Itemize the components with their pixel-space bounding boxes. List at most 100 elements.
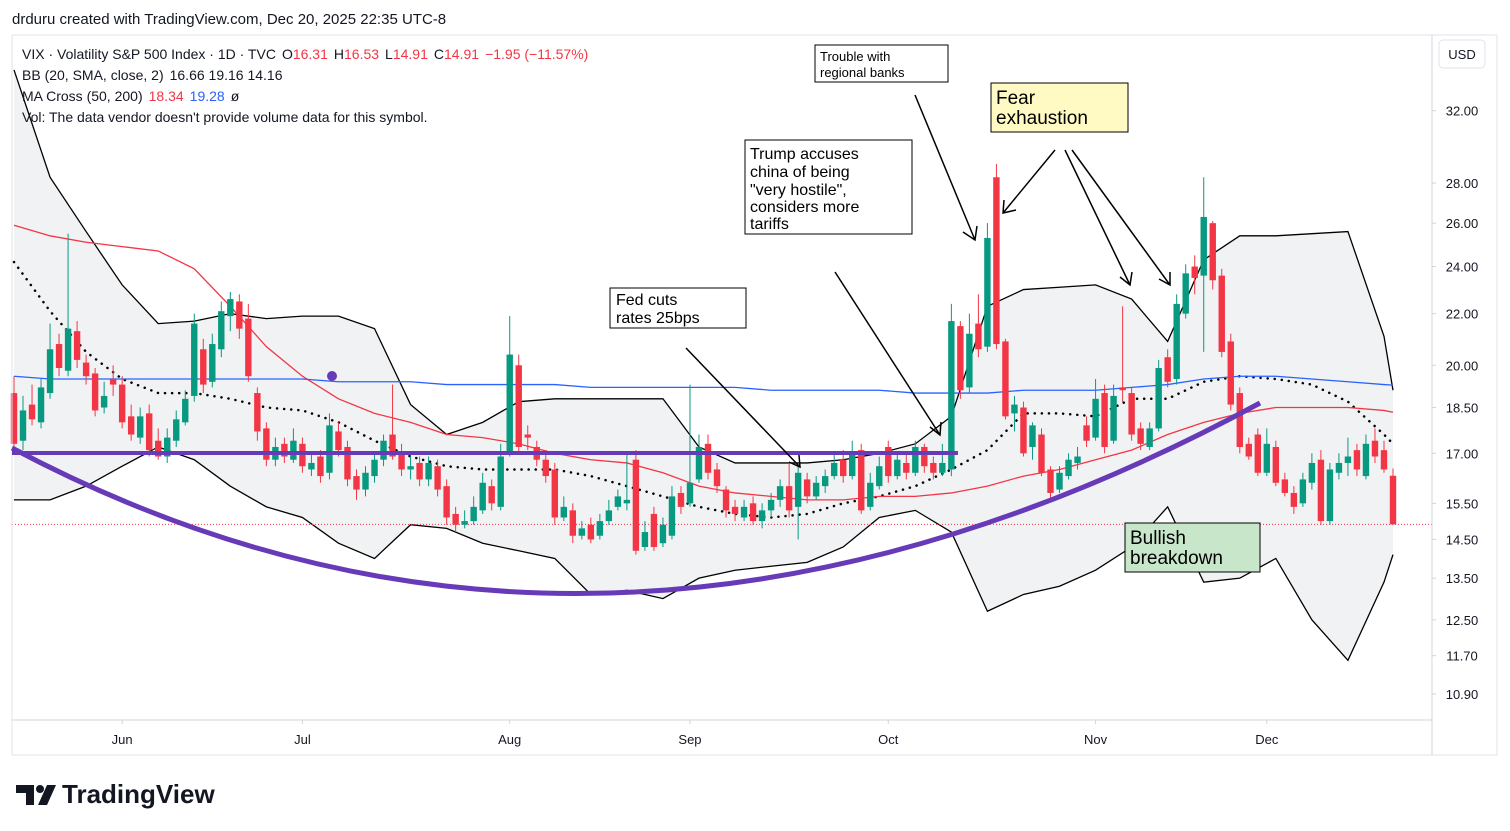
- candle-body: [1065, 459, 1072, 477]
- note-text: Fed cuts: [616, 292, 677, 309]
- candle-body: [145, 413, 153, 451]
- candle-body: [164, 437, 171, 457]
- currency-box[interactable]: [1438, 39, 1486, 69]
- currency: USD: [1448, 47, 1475, 62]
- arrow: [834, 271, 942, 437]
- candle-body: [921, 446, 928, 467]
- header: drduru created with TradingView.com, Dec…: [12, 11, 446, 28]
- y-tick-label: 11.70: [1446, 649, 1478, 664]
- candle-body: [758, 510, 766, 522]
- candle-body: [641, 532, 649, 547]
- candle-body: [254, 393, 261, 432]
- x-tick-label: Nov: [1084, 732, 1108, 747]
- candle-body: [398, 453, 405, 470]
- ohlc-key: O: [282, 46, 293, 62]
- y-tick-label: 13.50: [1446, 571, 1479, 586]
- ohlc-value: 14.91: [444, 46, 479, 62]
- candle-body: [506, 354, 513, 454]
- candle-body: [767, 499, 775, 511]
- note-text: tariffs: [750, 216, 789, 233]
- candle-body: [551, 469, 558, 518]
- candle-body: [1317, 459, 1325, 522]
- candle-body: [1056, 472, 1063, 490]
- candle-body: [1218, 275, 1225, 352]
- candle-body: [73, 331, 81, 360]
- candle-body: [290, 440, 297, 460]
- ma-cross-marker: [327, 371, 337, 381]
- candle-body: [100, 395, 108, 408]
- candle-body: [560, 506, 567, 518]
- ma-flag: ø: [231, 88, 240, 104]
- candle-body: [344, 446, 351, 480]
- candle-body: [1344, 456, 1352, 463]
- candle-body: [200, 349, 207, 385]
- candle-body: [515, 365, 522, 447]
- candle-body: [326, 425, 333, 473]
- candle-body: [470, 506, 477, 522]
- x-tick-label: Jul: [294, 732, 311, 747]
- candle-body: [858, 450, 865, 511]
- note-text: regional banks: [820, 65, 905, 80]
- x-tick-label: Dec: [1255, 732, 1279, 747]
- y-tick-label: 26.00: [1446, 216, 1479, 231]
- candle-body: [353, 476, 360, 490]
- candle-body: [975, 323, 982, 350]
- y-tick-label: 24.00: [1446, 260, 1479, 275]
- candle-body: [461, 521, 468, 525]
- candle-body: [497, 456, 504, 507]
- candle-body: [695, 446, 703, 480]
- candle-body: [218, 311, 225, 350]
- note-text: exhaustion: [996, 108, 1088, 129]
- candle-body: [488, 486, 495, 504]
- candle-body: [1128, 393, 1135, 435]
- candle-body: [1092, 398, 1099, 438]
- candle-body: [524, 434, 531, 438]
- candle-body: [1326, 469, 1334, 522]
- candle-body: [371, 459, 378, 477]
- candle-body: [1191, 266, 1198, 278]
- candle-body: [281, 443, 288, 457]
- vol-note: Vol: The data vendor doesn't provide vol…: [22, 109, 428, 125]
- candle-body: [948, 321, 955, 470]
- candle-body: [55, 344, 63, 368]
- ohlc-value: 16.31: [293, 46, 328, 62]
- note-box: [744, 139, 913, 235]
- candle-body: [1254, 434, 1262, 473]
- y-tick-label: 10.90: [1446, 687, 1479, 702]
- candle-body: [704, 443, 712, 473]
- y-tick-label: 17.00: [1446, 446, 1479, 461]
- candle-body: [840, 459, 847, 477]
- candle-body: [1362, 443, 1370, 477]
- candle-body: [109, 378, 117, 385]
- note-text: rates 25bps: [616, 310, 700, 327]
- candle-body: [1101, 393, 1108, 447]
- logo-text: TradingView: [62, 779, 215, 809]
- candle-body: [479, 482, 486, 511]
- arrow: [1002, 149, 1056, 214]
- candle-body: [894, 459, 901, 477]
- candle-body: [46, 349, 54, 394]
- candle-body: [776, 486, 784, 500]
- x-tick-label: Aug: [498, 732, 521, 747]
- candle-body: [659, 524, 667, 544]
- candle-body: [1272, 446, 1280, 483]
- candle-body: [91, 373, 99, 411]
- candle-body: [1263, 443, 1271, 473]
- candle-body: [668, 496, 676, 536]
- y-tick-label: 32.00: [1446, 104, 1479, 119]
- candle-body: [362, 472, 369, 490]
- candle-body: [236, 301, 243, 329]
- pane: [14, 69, 1393, 661]
- candle-body: [308, 462, 315, 470]
- legend-line: VIX · Volatility S&P 500 Index · 1D · TV…: [22, 46, 588, 62]
- arrow: [1064, 149, 1133, 287]
- candle-body: [452, 513, 459, 525]
- candle-body: [19, 410, 27, 441]
- candle-body: [380, 440, 387, 460]
- note-box: [990, 82, 1129, 133]
- candle-body: [821, 476, 829, 487]
- note-text: Fear: [996, 88, 1036, 109]
- candle-body: [731, 506, 739, 514]
- candle-body: [596, 521, 604, 536]
